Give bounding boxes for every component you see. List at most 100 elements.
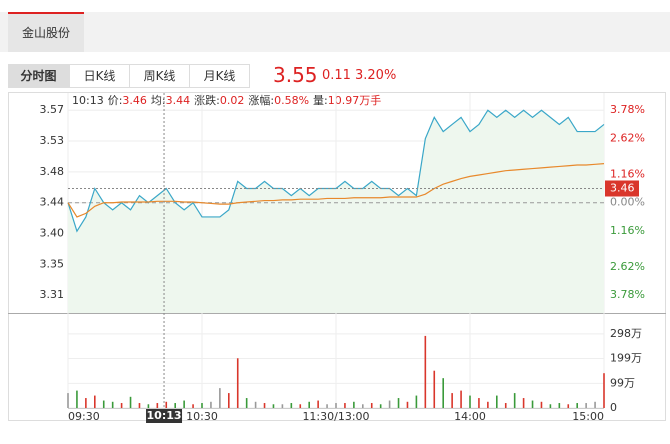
volume-bar <box>576 403 578 408</box>
y-tick-label: 3.44 <box>40 196 65 209</box>
volume-bar <box>236 358 239 408</box>
crosshair-x-label: 10:13 <box>147 409 182 422</box>
info-label: 涨跌: <box>194 93 220 107</box>
volume-bar <box>308 401 310 408</box>
x-tick-label: 14:00 <box>454 410 486 423</box>
volume-bar <box>531 400 534 408</box>
volume-bar <box>299 404 302 408</box>
volume-bar <box>129 396 132 408</box>
y2-tick-label: 0.00% <box>610 196 645 209</box>
volume-bar <box>281 404 284 408</box>
volume-bar <box>585 403 587 408</box>
y-tick-label: 3.53 <box>40 134 65 147</box>
volume-bar <box>317 400 319 408</box>
y-tick-label: 3.57 <box>40 103 65 116</box>
volume-bar <box>424 335 427 408</box>
quote-change: 0.11 <box>322 68 351 83</box>
volume-bar <box>433 370 436 408</box>
volume-tick-label: 199万 <box>610 352 642 365</box>
crosshair-y-label: 3.46 <box>610 181 635 194</box>
quote-price: 3.55 <box>273 63 318 87</box>
volume-bar <box>415 395 418 408</box>
info-value: 0.58% <box>274 94 309 107</box>
volume-bar <box>388 400 391 408</box>
volume-bar <box>478 398 480 408</box>
volume-bar <box>567 404 570 408</box>
volume-bar <box>594 401 596 408</box>
volume-bar <box>370 403 373 408</box>
info-value: 3.46 <box>122 94 147 107</box>
volume-bar <box>174 403 176 408</box>
volume-bar <box>397 398 400 408</box>
volume-bar <box>245 398 248 408</box>
view-tab[interactable]: 分时图 <box>8 64 69 88</box>
crosshair-x-box <box>146 409 183 423</box>
view-tab[interactable]: 月K线 <box>189 64 250 88</box>
volume-bar <box>344 403 346 408</box>
volume-bar <box>272 404 275 408</box>
volume-bar <box>192 404 194 408</box>
volume-bar <box>138 403 141 408</box>
chart-frame <box>8 92 666 421</box>
volume-bar <box>210 401 212 408</box>
volume-bar <box>147 404 150 408</box>
info-value: 0.02 <box>220 94 245 107</box>
volume-bar <box>442 378 444 408</box>
info-label: 涨幅: <box>248 94 274 107</box>
series-line <box>67 162 605 218</box>
quote-change-pct: 3.20% <box>355 68 397 83</box>
y2-tick-label: 1.16% <box>610 167 645 180</box>
info-line: 10:13 价:3.46 均:3.44 涨跌:0.02 涨幅:0.58% 量:10.97万… <box>72 93 381 107</box>
volume-bar <box>379 404 382 408</box>
volume-bar <box>496 395 498 408</box>
volume-bar <box>326 404 328 408</box>
volume-bar <box>85 398 87 408</box>
stock-tab[interactable]: 金山股份 <box>8 12 84 52</box>
x-tick-label: 11:30/13:00 <box>302 410 369 423</box>
volume-bar <box>165 401 168 408</box>
volume-bar <box>120 403 123 408</box>
volume-tick-label: 0 <box>610 401 617 414</box>
info-value: 10.97万手 <box>328 93 382 107</box>
volume-bar <box>522 398 525 408</box>
volume-bar <box>111 401 114 408</box>
volume-bar <box>513 393 516 408</box>
top-bar <box>0 12 670 52</box>
volume-bar <box>603 373 605 408</box>
y-tick-label: 3.35 <box>40 257 65 270</box>
y2-tick-label: 3.78% <box>610 288 645 301</box>
volume-bar <box>335 403 337 408</box>
y2-tick-label: 2.62% <box>610 260 645 273</box>
info-value: 3.44 <box>166 94 191 107</box>
volume-bar <box>451 393 453 408</box>
volume-bar <box>353 401 355 408</box>
x-tick-label: 10:30 <box>186 410 218 423</box>
info-label: 价: <box>108 94 123 107</box>
volume-bar <box>504 403 507 408</box>
volume-bar <box>406 401 409 408</box>
crosshair-y-box <box>605 180 639 197</box>
y-tick-label: 3.40 <box>40 227 65 240</box>
volume-bar <box>67 393 69 408</box>
x-tick-label: 15:00 <box>572 410 604 423</box>
volume-bar <box>558 403 561 408</box>
info-label: 量: <box>313 94 328 107</box>
volume-tick-label: 298万 <box>610 327 642 340</box>
volume-bar <box>460 390 462 408</box>
volume-bar <box>219 388 221 408</box>
volume-bar <box>290 403 293 408</box>
volume-bar <box>183 400 185 408</box>
y-tick-label: 3.48 <box>40 165 65 178</box>
info-label: 均: <box>151 94 166 107</box>
y2-tick-label: 1.16% <box>610 224 645 237</box>
x-tick-label: 09:30 <box>68 410 100 423</box>
volume-bar <box>263 403 266 408</box>
volume-bar <box>201 403 203 408</box>
volume-bar <box>487 401 489 408</box>
volume-bar <box>76 390 78 408</box>
volume-bar <box>102 400 105 408</box>
view-tab[interactable]: 周K线 <box>129 64 190 88</box>
volume-bar <box>94 395 96 408</box>
